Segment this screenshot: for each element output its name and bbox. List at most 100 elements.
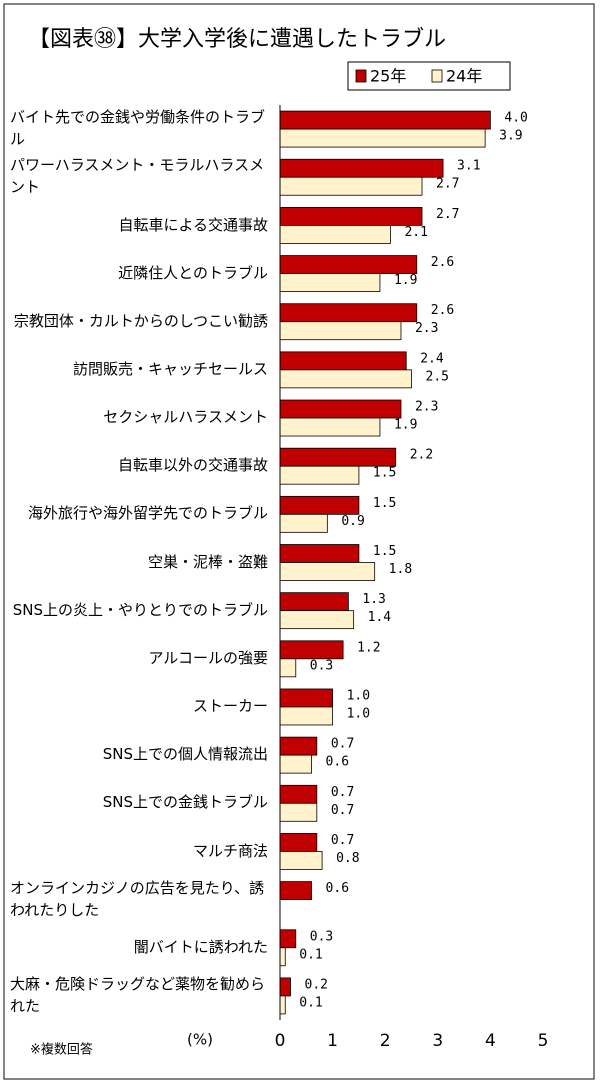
value-label: 2.7 — [436, 177, 459, 192]
bar — [279, 833, 318, 852]
category-label-box: SNS上での金銭トラブル — [10, 779, 268, 827]
category-label-box: パワーハラスメント・モラルハラスメント — [10, 153, 268, 201]
bar — [279, 158, 444, 178]
bar — [279, 128, 486, 148]
category-label-box: オンラインカジノの広告を見たり、誘われたりした — [10, 876, 268, 924]
y-tick-label: 海外旅行や海外留学先でのトラブル — [27, 504, 268, 523]
bar — [279, 465, 360, 485]
category-label-box: マルチ商法 — [10, 827, 268, 875]
x-tick-label: 1 — [327, 1031, 338, 1051]
value-label: 2.5 — [426, 369, 449, 384]
frame — [3, 3, 595, 1080]
y-tick-label: アルコールの強要 — [148, 648, 268, 667]
bar — [279, 255, 418, 274]
bar — [279, 562, 376, 581]
value-label: 3.1 — [457, 159, 480, 174]
bar — [279, 399, 402, 419]
bar — [279, 658, 297, 678]
bar — [279, 640, 344, 660]
bar — [279, 206, 423, 226]
bar — [279, 947, 286, 967]
value-label: 2.6 — [431, 303, 454, 318]
chart-title: 【図表㊳】大学入学後に遭遇したトラブル — [28, 27, 446, 52]
y-tick-label: 空巣・泥棒・盗難 — [147, 552, 268, 571]
value-label: 2.4 — [420, 351, 444, 366]
legend-label: 25年 — [370, 67, 406, 86]
category-label-box: セクシャルハラスメント — [10, 394, 268, 442]
legend-swatch — [355, 69, 367, 83]
category-label-box: 宗教団体・カルトからのしつこい勧誘 — [10, 298, 268, 346]
y-tick-label: マルチ商法 — [192, 841, 268, 860]
value-label: 1.8 — [389, 562, 412, 577]
bar — [279, 929, 297, 949]
bar — [279, 110, 491, 130]
y-tick-label: 宗教団体・カルトからのしつこい勧誘 — [13, 311, 268, 330]
y-tick-label: 近隣住人とのトラブル — [118, 263, 268, 282]
category-label-box: ストーカー — [10, 683, 268, 731]
category-label-box: 近隣住人とのトラブル — [10, 249, 268, 297]
value-label: 2.7 — [436, 207, 459, 222]
value-label: 0.7 — [331, 803, 354, 818]
value-label: 0.7 — [331, 785, 354, 800]
value-label: 1.5 — [373, 496, 396, 511]
value-label: 1.5 — [373, 466, 396, 481]
bar — [279, 513, 328, 533]
value-label: 2.3 — [415, 400, 438, 415]
category-label-box: 海外旅行や海外留学先でのトラブル — [10, 490, 268, 538]
bar — [279, 447, 397, 467]
bar — [279, 417, 381, 437]
value-label: 0.6 — [326, 755, 349, 770]
bar — [279, 544, 360, 563]
bar — [279, 706, 333, 726]
value-label: 1.4 — [368, 610, 392, 625]
x-tick-label: 3 — [432, 1031, 443, 1051]
legend-label: 24年 — [446, 67, 482, 86]
value-label: 0.3 — [310, 658, 333, 673]
value-label: 2.2 — [410, 448, 433, 463]
bar — [279, 495, 360, 515]
value-label: 0.2 — [305, 977, 328, 992]
bar — [279, 995, 286, 1015]
category-label-box: バイト先での金銭や労働条件のトラブル — [10, 105, 268, 153]
legend-box — [347, 61, 511, 91]
value-label: 0.7 — [331, 737, 354, 752]
category-label-box: SNS上の炎上・やりとりでのトラブル — [10, 587, 268, 635]
x-tick-label: 0 — [275, 1031, 286, 1051]
category-label-box: アルコールの強要 — [10, 635, 268, 683]
bar — [279, 351, 407, 371]
legend-swatch — [431, 69, 443, 83]
y-tick-label: セクシャルハラスメント — [103, 408, 268, 427]
bar — [279, 754, 312, 774]
bar — [279, 784, 318, 804]
value-label: 1.5 — [373, 544, 396, 559]
category-label-box: 空巣・泥棒・盗難 — [10, 538, 268, 586]
value-label: 1.2 — [357, 640, 380, 655]
bar — [279, 688, 333, 708]
bar — [279, 273, 381, 292]
y-tick-label: 訪問販売・キャッチセールス — [72, 359, 268, 378]
value-label: 0.1 — [299, 947, 322, 962]
value-label: 2.1 — [404, 225, 427, 240]
value-label: 3.9 — [499, 129, 522, 144]
x-tick-label: 5 — [538, 1031, 549, 1051]
value-label: 0.3 — [310, 929, 333, 944]
y-tick-label: バイト先での金銭や労働条件のトラブル — [10, 108, 266, 149]
value-label: 4.0 — [504, 111, 527, 126]
bar — [279, 176, 423, 196]
y-tick-label: 自転車による交通事故 — [118, 215, 268, 234]
y-tick-label: 自転車以外の交通事故 — [117, 456, 268, 475]
y-tick-label: ストーカー — [192, 697, 268, 716]
bar — [279, 321, 402, 341]
bar — [279, 881, 312, 901]
bar — [279, 977, 291, 997]
bar — [279, 736, 318, 756]
value-label: 0.9 — [341, 514, 364, 529]
bar — [279, 303, 418, 323]
y-tick-label: 闇バイトに誘われた — [133, 937, 268, 956]
x-tick-label: 4 — [485, 1031, 496, 1051]
category-label-box: 自転車以外の交通事故 — [10, 442, 268, 490]
bar — [279, 802, 318, 822]
value-label: 2.6 — [431, 255, 454, 270]
value-label: 0.8 — [336, 851, 359, 866]
